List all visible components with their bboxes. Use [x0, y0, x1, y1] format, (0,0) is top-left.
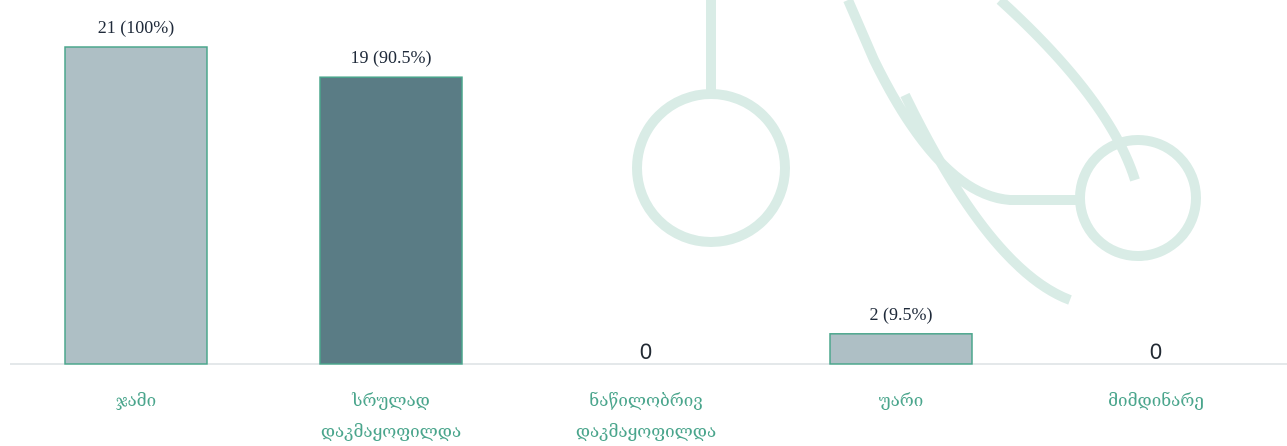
category-label-2: ნაწილობრივ დაკმაყოფილდა [576, 391, 716, 442]
watermark-ring-right [1075, 135, 1201, 261]
watermark-curve [996, 0, 1140, 182]
category-label-0: ჯამი [116, 391, 156, 411]
bar-3 [829, 333, 973, 365]
category-label-3: უარი [879, 391, 924, 411]
watermark-arm [843, 0, 1082, 205]
category-label-4: მიმდინარე [1108, 391, 1204, 411]
value-label-4: 0 [1150, 339, 1162, 364]
watermark-curve-lower [900, 92, 1072, 305]
watermark-logo [632, 0, 1201, 305]
bar-1 [319, 76, 463, 365]
value-label-2: 0 [640, 339, 652, 364]
category-label-1: სრულად დაკმაყოფილდა [321, 391, 461, 442]
value-label-3: 2 (9.5%) [870, 304, 933, 325]
watermark-ring-left [632, 89, 790, 247]
bar-0 [64, 46, 208, 365]
value-label-1: 19 (90.5%) [351, 47, 432, 68]
value-label-0: 21 (100%) [98, 17, 174, 38]
